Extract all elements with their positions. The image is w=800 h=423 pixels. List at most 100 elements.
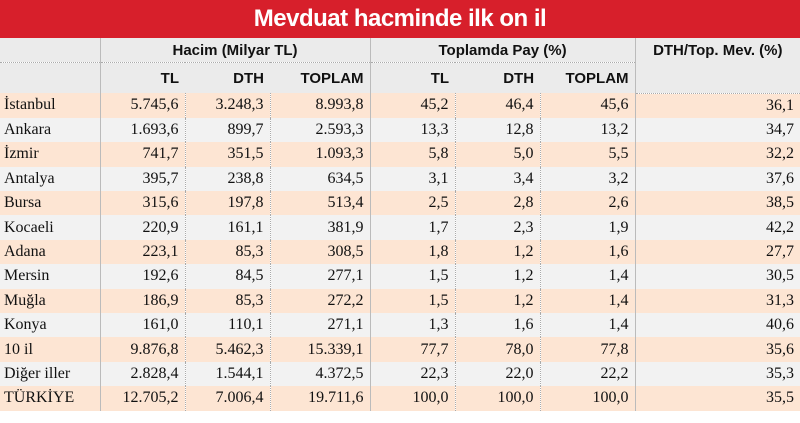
cell: 77,7 [369, 337, 456, 362]
cell: 8.993,8 [269, 93, 371, 118]
row-label: Mersin [0, 264, 100, 289]
table-body: İstanbul 5.745,6 3.248,3 8.993,8 45,2 46,4 45,… [0, 93, 800, 411]
cell: 78,0 [454, 337, 541, 362]
cell: 42,2 [634, 215, 800, 240]
table-row: 10 il 9.876,8 5.462,3 15.339,1 77,7 78,0 77,8 3… [0, 337, 800, 362]
cell: 85,3 [184, 288, 270, 314]
cell: 110,1 [184, 313, 270, 338]
blank-cell [0, 38, 100, 63]
cell: 12,8 [454, 117, 541, 143]
row-label: Konya [0, 313, 100, 338]
cell: 45,6 [539, 93, 636, 118]
cell: 351,5 [184, 142, 270, 167]
title: Mevduat hacminde ilk on il [0, 0, 800, 38]
cell: 1,4 [539, 264, 636, 289]
cell: 1,6 [454, 313, 541, 338]
column-header: TL [99, 62, 185, 93]
cell: 3,2 [539, 166, 636, 192]
cell: 15.339,1 [269, 337, 371, 362]
row-label: TÜRKİYE [0, 386, 100, 411]
table-row: Konya 161,0 110,1 271,1 1,3 1,6 1,4 40,6 [0, 313, 800, 338]
cell: 4.372,5 [269, 361, 371, 387]
cell: 35,6 [634, 337, 800, 362]
cell: 197,8 [184, 191, 270, 216]
cell: 27,7 [634, 239, 800, 265]
cell: 77,8 [539, 337, 636, 362]
table-row: İzmir 741,7 351,5 1.093,3 5,8 5,0 5,5 32,2 [0, 142, 800, 167]
cell: 1.693,6 [99, 117, 185, 143]
cell: 1,5 [369, 264, 456, 289]
cell: 1,2 [454, 239, 541, 265]
cell: 1,2 [454, 288, 541, 314]
cell: 1,9 [539, 215, 636, 240]
cell: 277,1 [269, 264, 371, 289]
cell: 3,4 [454, 166, 541, 192]
table-row: Ankara 1.693,6 899,7 2.593,3 13,3 12,8 13,2 34,… [0, 117, 800, 143]
cell: 35,3 [634, 361, 800, 387]
cell: 1,4 [539, 313, 636, 338]
cell: 34,7 [634, 117, 800, 143]
cell: 35,5 [634, 386, 800, 411]
cell: 7.006,4 [184, 386, 270, 411]
column-header: TOPLAM [270, 62, 371, 93]
cell: 899,7 [184, 117, 270, 143]
table-row: Mersin 192,6 84,5 277,1 1,5 1,2 1,4 30,5 [0, 264, 800, 289]
cell: 161,0 [99, 313, 185, 338]
cell: 22,3 [369, 361, 456, 387]
cell: 100,0 [454, 386, 541, 411]
cell: 1,3 [369, 313, 456, 338]
group-header: Toplamda Pay (%) [369, 38, 636, 63]
cell: 38,5 [634, 191, 800, 216]
cell: 2,5 [369, 191, 456, 216]
cell: 1.093,3 [269, 142, 371, 167]
row-label: Adana [0, 239, 100, 265]
cell: 308,5 [269, 239, 371, 265]
cell: 46,4 [454, 93, 541, 118]
cell: 161,1 [184, 215, 270, 240]
cell: 2.593,3 [269, 117, 371, 143]
cell: 513,4 [269, 191, 371, 216]
row-label: İstanbul [0, 93, 100, 118]
cell: 192,6 [99, 264, 185, 289]
table-row: Adana 223,1 85,3 308,5 1,8 1,2 1,6 27,7 [0, 239, 800, 265]
cell: 85,3 [184, 239, 270, 265]
cell: 31,3 [634, 288, 800, 314]
column-header-row: TL DTH TOPLAM TL DTH TOPLAM [0, 62, 800, 93]
cell: 238,8 [184, 166, 270, 192]
table-row: Diğer iller 2.828,4 1.544,1 4.372,5 22,3 22,0… [0, 361, 800, 387]
cell: 223,1 [99, 239, 185, 265]
row-label: Antalya [0, 166, 100, 192]
cell: 5.745,6 [99, 93, 185, 118]
row-label: İzmir [0, 142, 100, 167]
row-label: Kocaeli [0, 215, 100, 240]
column-header: DTH [185, 62, 270, 93]
cell: 1.544,1 [184, 361, 270, 387]
cell: 3.248,3 [184, 93, 270, 118]
column-header: DTH [455, 62, 541, 93]
row-label: Ankara [0, 117, 100, 143]
table-row: İstanbul 5.745,6 3.248,3 8.993,8 45,2 46,4 45,… [0, 93, 800, 118]
cell: 1,8 [369, 239, 456, 265]
cell: 22,0 [454, 361, 541, 387]
row-label: Bursa [0, 191, 100, 216]
table-row: Antalya 395,7 238,8 634,5 3,1 3,4 3,2 37,6 [0, 166, 800, 192]
cell: 13,2 [539, 117, 636, 143]
cell: 220,9 [99, 215, 185, 240]
cell: 37,6 [634, 166, 800, 192]
cell: 271,1 [269, 313, 371, 338]
group-header: Hacim (Milyar TL) [99, 38, 371, 63]
row-label: Diğer iller [0, 361, 100, 387]
row-label: 10 il [0, 337, 100, 362]
cell: 100,0 [369, 386, 456, 411]
cell: 272,2 [269, 288, 371, 314]
cell: 741,7 [99, 142, 185, 167]
table-row: TÜRKİYE 12.705,2 7.006,4 19.711,6 100,0 100,0… [0, 386, 800, 411]
blank-cell [0, 62, 100, 93]
table-row: Muğla 186,9 85,3 272,2 1,5 1,2 1,4 31,3 [0, 288, 800, 314]
cell: 1,7 [369, 215, 456, 240]
cell: 634,5 [269, 166, 371, 192]
cell: 32,2 [634, 142, 800, 167]
column-header: TOPLAM [540, 62, 636, 93]
cell: 9.876,8 [99, 337, 185, 362]
